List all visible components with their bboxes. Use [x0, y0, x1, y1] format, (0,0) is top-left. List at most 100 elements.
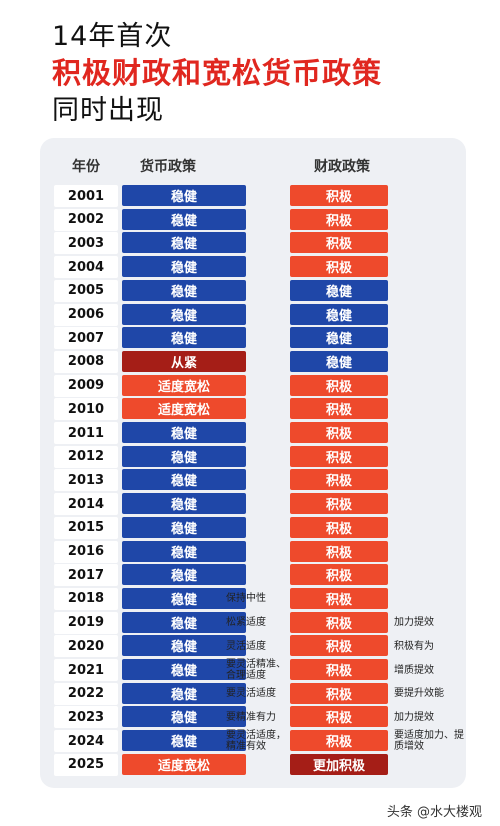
fiscal-policy-note: 加力提效 [394, 617, 434, 629]
year-cell: 2004 [54, 256, 118, 279]
year-cell: 2018 [54, 587, 118, 610]
year-cell: 2020 [54, 635, 118, 658]
fiscal-policy-note: 要提升效能 [394, 688, 444, 700]
monetary-policy-badge: 适度宽松 [122, 753, 246, 775]
fiscal-policy-badge: 积极 [290, 587, 388, 609]
fiscal-policy-badge: 积极 [290, 208, 388, 230]
monetary-policy-note: 要灵活适度 [226, 688, 276, 700]
year-cell: 2012 [54, 445, 118, 468]
year-cell: 2016 [54, 540, 118, 563]
monetary-policy-badge: 稳健 [122, 659, 246, 680]
monetary-policy-badge: 适度宽松 [122, 398, 246, 420]
fiscal-policy-badge: 积极 [290, 564, 388, 586]
monetary-policy-badge: 稳健 [122, 303, 246, 325]
monetary-policy-note: 保持中性 [226, 593, 266, 605]
monetary-policy-badge: 适度宽松 [122, 374, 246, 396]
title-line-3: 同时出现 [52, 95, 164, 126]
fiscal-policy-badge: 积极 [290, 516, 388, 538]
monetary-policy-badge: 稳健 [122, 516, 246, 538]
table-row: 2012 稳健 积极 [40, 445, 466, 469]
year-cell: 2008 [54, 350, 118, 373]
monetary-policy-badge: 稳健 [122, 422, 246, 443]
policy-table: 年份 货币政策 财政政策 2001 稳健 积极 2002 稳健 积极 2003 稳健 积极 200… [40, 138, 466, 788]
monetary-policy-badge: 稳健 [122, 493, 246, 515]
fiscal-policy-badge: 积极 [290, 374, 388, 396]
monetary-policy-badge: 稳健 [122, 611, 246, 633]
table-row: 2024 稳健 要灵活适度，精准有效 积极 要适度加力、提质增效 [40, 729, 466, 753]
fiscal-policy-badge: 积极 [290, 635, 388, 657]
title-line-2: 积极财政和宽松货币政策 [52, 56, 383, 90]
watermark: 头条 @水大楼观 [386, 805, 482, 820]
year-cell: 2019 [54, 611, 118, 634]
monetary-policy-badge: 稳健 [122, 279, 246, 301]
table-row: 2001 稳健 积极 [40, 184, 466, 208]
monetary-policy-badge: 稳健 [122, 256, 246, 278]
year-cell: 2011 [54, 422, 118, 444]
year-cell: 2010 [54, 398, 118, 421]
table-row: 2017 稳健 积极 [40, 563, 466, 587]
fiscal-policy-note: 加力提效 [394, 711, 434, 723]
monetary-policy-note: 要精准有力 [226, 711, 276, 723]
fiscal-policy-badge: 积极 [290, 493, 388, 515]
monetary-policy-badge: 稳健 [122, 706, 246, 728]
table-row: 2006 稳健 稳健 [40, 303, 466, 327]
monetary-policy-badge: 稳健 [122, 587, 246, 609]
year-cell: 2005 [54, 279, 118, 302]
table-row: 2011 稳健 积极 [40, 421, 466, 445]
year-cell: 2024 [54, 730, 118, 753]
year-cell: 2014 [54, 493, 118, 516]
fiscal-policy-badge: 积极 [290, 611, 388, 633]
table-row: 2009 适度宽松 积极 [40, 374, 466, 398]
table-row: 2019 稳健 松紧适度 积极 加力提效 [40, 611, 466, 635]
monetary-policy-badge: 稳健 [122, 185, 246, 206]
table-row: 2016 稳健 积极 [40, 540, 466, 564]
table-row: 2002 稳健 积极 [40, 208, 466, 232]
fiscal-policy-badge: 积极 [290, 398, 388, 420]
year-cell: 2009 [54, 374, 118, 397]
year-cell: 2015 [54, 516, 118, 539]
table-row: 2013 稳健 积极 [40, 468, 466, 492]
header-monetary: 货币政策 [140, 159, 196, 175]
monetary-policy-badge: 稳健 [122, 564, 246, 586]
monetary-policy-note: 灵活适度 [226, 640, 266, 652]
fiscal-policy-badge: 积极 [290, 422, 388, 443]
monetary-policy-badge: 稳健 [122, 469, 246, 491]
fiscal-policy-badge: 稳健 [290, 303, 388, 325]
year-cell: 2017 [54, 564, 118, 587]
table-row: 2023 稳健 要精准有力 积极 加力提效 [40, 705, 466, 729]
fiscal-policy-badge: 积极 [290, 540, 388, 562]
monetary-policy-badge: 稳健 [122, 682, 246, 704]
fiscal-policy-badge: 积极 [290, 730, 388, 752]
table-row: 2018 稳健 保持中性 积极 [40, 587, 466, 611]
year-cell: 2022 [54, 682, 118, 705]
title-line-1: 14年首次 [52, 21, 173, 52]
fiscal-policy-badge: 稳健 [290, 350, 388, 372]
table-row: 2021 稳健 要灵活精准、合理适度 积极 增质提效 [40, 658, 466, 682]
monetary-policy-badge: 稳健 [122, 327, 246, 349]
fiscal-policy-badge: 积极 [290, 256, 388, 278]
monetary-policy-badge: 从紧 [122, 350, 246, 372]
fiscal-policy-badge: 更加积极 [290, 753, 388, 775]
year-cell: 2006 [54, 303, 118, 326]
table-row: 2020 稳健 灵活适度 积极 积极有为 [40, 634, 466, 658]
header-fiscal: 财政政策 [314, 159, 370, 175]
table-row: 2007 稳健 稳健 [40, 326, 466, 350]
table-row: 2003 稳健 积极 [40, 231, 466, 255]
year-cell: 2025 [54, 753, 118, 776]
table-row: 2022 稳健 要灵活适度 积极 要提升效能 [40, 682, 466, 706]
year-cell: 2007 [54, 327, 118, 350]
fiscal-policy-badge: 稳健 [290, 327, 388, 349]
fiscal-policy-note: 要适度加力、提质增效 [394, 730, 464, 753]
year-cell: 2003 [54, 232, 118, 255]
monetary-policy-badge: 稳健 [122, 232, 246, 254]
monetary-policy-note: 要灵活适度，精准有效 [226, 730, 286, 753]
table-row: 2015 稳健 积极 [40, 516, 466, 540]
year-cell: 2002 [54, 208, 118, 231]
monetary-policy-note: 松紧适度 [226, 617, 266, 629]
table-row: 2025 适度宽松 更加积极 [40, 753, 466, 777]
table-row: 2010 适度宽松 积极 [40, 397, 466, 421]
fiscal-policy-badge: 积极 [290, 445, 388, 467]
monetary-policy-badge: 稳健 [122, 730, 246, 752]
fiscal-policy-badge: 稳健 [290, 279, 388, 301]
fiscal-policy-badge: 积极 [290, 469, 388, 491]
